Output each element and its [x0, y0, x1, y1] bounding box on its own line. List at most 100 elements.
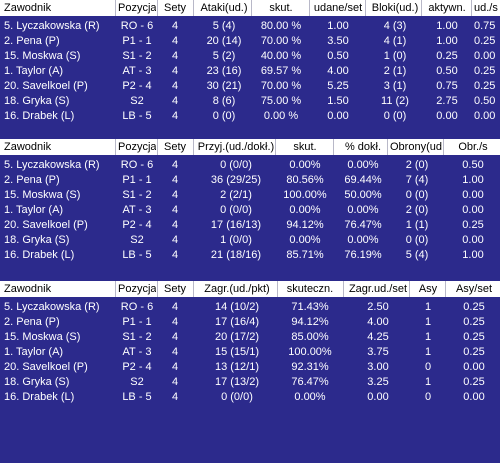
player-name: 1. Taylor (A): [4, 204, 64, 216]
column-header[interactable]: % dokł.: [344, 141, 382, 153]
table-header: Zawodnik Pozycja Sety Ataki(ud.) skut. udane/…: [0, 0, 500, 16]
table-row[interactable]: 15. Moskwa (S) S1 - 2 4 5 (2) 40.00 % 0.50 1 (…: [0, 49, 500, 64]
column-header[interactable]: Zawodnik: [4, 141, 52, 153]
column-header[interactable]: Asy/set: [455, 283, 493, 295]
column-divider[interactable]: [387, 139, 388, 155]
table-cell: 0.00: [367, 391, 389, 403]
column-divider[interactable]: [275, 139, 276, 155]
table-row[interactable]: 16. Drabek (L) LB - 5 4 21 (18/16) 85.71% 76.…: [0, 248, 500, 263]
table-cell: LB - 5: [122, 110, 152, 122]
column-divider[interactable]: [193, 139, 194, 155]
column-divider[interactable]: [445, 281, 446, 297]
table-row[interactable]: 18. Gryka (S) S2 4 17 (13/2) 76.47% 3.25 1 0.25: [0, 375, 500, 390]
table-row[interactable]: 1. Taylor (A) AT - 3 4 23 (16) 69.57 % 4.00 2 …: [0, 64, 500, 79]
column-header[interactable]: Zawodnik: [4, 283, 52, 295]
column-header[interactable]: aktywn.: [428, 2, 466, 14]
table-row[interactable]: 15. Moskwa (S) S1 - 2 4 20 (17/2) 85.00% 4.25…: [0, 330, 500, 345]
table-row[interactable]: 20. Savelkoel (P) P2 - 4 4 30 (21) 70.00 % 5.…: [0, 79, 500, 94]
column-divider[interactable]: [309, 0, 310, 16]
column-header[interactable]: skut.: [269, 2, 293, 14]
table-row[interactable]: 16. Drabek (L) LB - 5 4 0 (0/0) 0.00% 0.00 0 0.…: [0, 390, 500, 405]
table-cell: 70.00 %: [260, 80, 302, 92]
column-divider[interactable]: [193, 0, 194, 16]
column-header[interactable]: Bloki(ud.): [371, 2, 419, 14]
column-header[interactable]: udane/set: [313, 2, 363, 14]
player-name: 15. Moskwa (S): [4, 331, 81, 343]
column-divider[interactable]: [365, 0, 366, 16]
column-divider[interactable]: [157, 0, 158, 16]
table-cell: 0.00: [463, 361, 485, 373]
table-cell: S2: [130, 376, 144, 388]
column-divider[interactable]: [157, 139, 158, 155]
column-divider[interactable]: [443, 139, 444, 155]
table-cell: 69.44%: [344, 174, 382, 186]
table-cell: 36 (29/25): [210, 174, 262, 186]
column-header[interactable]: Zawodnik: [4, 2, 52, 14]
table-cell: 94.12%: [286, 219, 324, 231]
table-row[interactable]: 15. Moskwa (S) S1 - 2 4 2 (2/1) 100.00% 50.00…: [0, 188, 500, 203]
table-cell: 1: [424, 331, 432, 343]
column-divider[interactable]: [409, 281, 410, 297]
column-divider[interactable]: [157, 281, 158, 297]
column-header[interactable]: Pozycja: [118, 141, 156, 153]
column-divider[interactable]: [251, 0, 252, 16]
column-divider[interactable]: [421, 0, 422, 16]
table-row[interactable]: 16. Drabek (L) LB - 5 4 0 (0) 0.00 % 0.00 0 (0…: [0, 109, 500, 124]
column-header[interactable]: Przyj.(ud./dokł.): [197, 141, 275, 153]
table-cell: LB - 5: [122, 391, 152, 403]
column-divider[interactable]: [193, 281, 194, 297]
table-cell: P2 - 4: [122, 80, 152, 92]
table-cell: 4: [171, 219, 179, 231]
column-header[interactable]: Obrony(ud.): [390, 141, 444, 153]
table-cell: 1: [424, 346, 432, 358]
column-header[interactable]: Zagr.(ud./pkt): [204, 283, 270, 295]
player-name: 20. Savelkoel (P): [4, 219, 88, 231]
column-header[interactable]: Pozycja: [118, 283, 156, 295]
table-cell: 69.57 %: [260, 65, 302, 77]
column-header[interactable]: Sety: [163, 283, 186, 295]
column-header[interactable]: Ataki(ud.): [200, 2, 248, 14]
column-header[interactable]: skuteczn.: [286, 283, 334, 295]
column-divider[interactable]: [343, 281, 344, 297]
table-cell: 4: [171, 110, 179, 122]
column-divider[interactable]: [115, 139, 116, 155]
table-row[interactable]: 5. Lyczakowska (R) RO - 6 4 14 (10/2) 71.43%…: [0, 300, 500, 315]
column-header[interactable]: Obr./s: [458, 141, 488, 153]
table-row[interactable]: 2. Pena (P) P1 - 1 4 36 (29/25) 80.56% 69.44%…: [0, 173, 500, 188]
table-cell: 0.25: [474, 35, 496, 47]
table-row[interactable]: 2. Pena (P) P1 - 1 4 17 (16/4) 94.12% 4.00 1 0.…: [0, 315, 500, 330]
table-cell: S1 - 2: [122, 331, 152, 343]
column-divider[interactable]: [277, 281, 278, 297]
column-divider[interactable]: [471, 0, 472, 16]
table-cell: 0.00%: [347, 234, 379, 246]
table-cell: 4: [171, 50, 179, 62]
table-row[interactable]: 1. Taylor (A) AT - 3 4 0 (0/0) 0.00% 0.00% 2 (…: [0, 203, 500, 218]
column-divider[interactable]: [333, 139, 334, 155]
column-header[interactable]: Sety: [163, 141, 186, 153]
player-name: 2. Pena (P): [4, 35, 60, 47]
table-row[interactable]: 1. Taylor (A) AT - 3 4 15 (15/1) 100.00% 3.75…: [0, 345, 500, 360]
column-divider[interactable]: [115, 0, 116, 16]
table-cell: 1.00: [462, 174, 484, 186]
table-row[interactable]: 5. Lyczakowska (R) RO - 6 4 0 (0/0) 0.00% 0.0…: [0, 158, 500, 173]
column-header[interactable]: Sety: [163, 2, 186, 14]
column-header[interactable]: Pozycja: [118, 2, 156, 14]
column-header[interactable]: ud./s: [474, 2, 498, 14]
column-header[interactable]: Asy: [418, 283, 438, 295]
table-cell: 1.00: [462, 249, 484, 261]
table-cell: 0.00: [327, 110, 349, 122]
table-cell: 0.00: [463, 391, 485, 403]
table-row[interactable]: 20. Savelkoel (P) P2 - 4 4 13 (12/1) 92.31% 3…: [0, 360, 500, 375]
table-cell: 8 (6): [212, 95, 236, 107]
table-row[interactable]: 2. Pena (P) P1 - 1 4 20 (14) 70.00 % 3.50 4 (1…: [0, 34, 500, 49]
table-cell: 0 (0): [383, 110, 407, 122]
table-header: Zawodnik Pozycja Sety Przyj.(ud./dokł.) skut…: [0, 139, 500, 155]
column-header[interactable]: skut.: [293, 141, 317, 153]
table-row[interactable]: 20. Savelkoel (P) P2 - 4 4 17 (16/13) 94.12%…: [0, 218, 500, 233]
table-row[interactable]: 18. Gryka (S) S2 4 8 (6) 75.00 % 1.50 11 (2) 2.…: [0, 94, 500, 109]
table-row[interactable]: 18. Gryka (S) S2 4 1 (0/0) 0.00% 0.00% 0 (0) 0.…: [0, 233, 500, 248]
column-divider[interactable]: [115, 281, 116, 297]
table-row[interactable]: 5. Lyczakowska (R) RO - 6 4 5 (4) 80.00 % 1.0…: [0, 19, 500, 34]
table-cell: 76.47%: [344, 219, 382, 231]
column-header[interactable]: Zagr.ud./set: [348, 283, 408, 295]
